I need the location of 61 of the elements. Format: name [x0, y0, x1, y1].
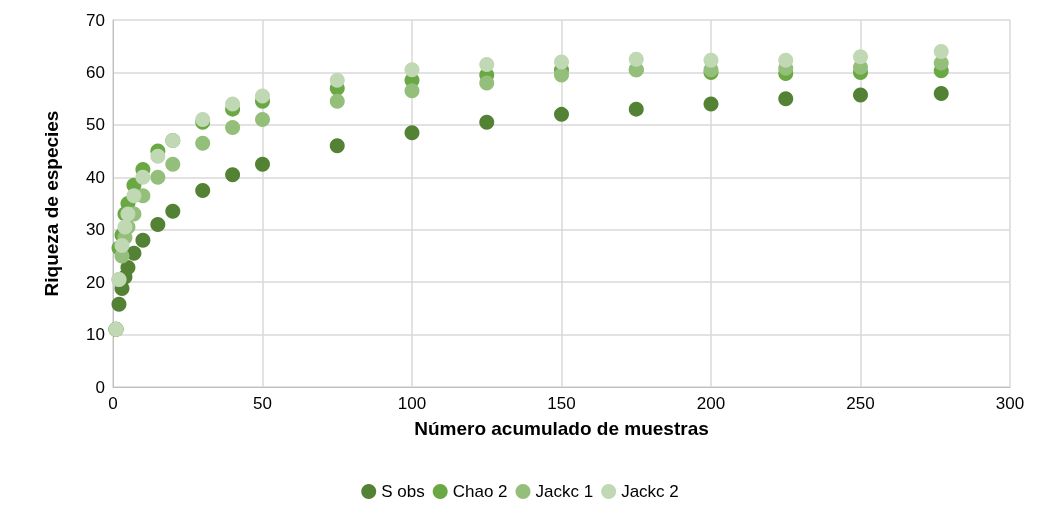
legend-label: S obs	[381, 482, 425, 501]
point	[150, 169, 166, 185]
y-tick-label: 50	[86, 115, 105, 135]
point	[255, 112, 270, 128]
point	[195, 135, 211, 151]
point	[165, 156, 181, 172]
x-tick-label: 200	[696, 394, 726, 413]
point	[225, 96, 241, 112]
point	[404, 125, 420, 141]
legend-label: Jackc 1	[535, 482, 594, 501]
point	[554, 54, 569, 70]
x-tick-label: 100	[397, 394, 427, 413]
point	[628, 51, 644, 67]
point	[329, 138, 345, 154]
point	[404, 83, 420, 99]
point	[554, 67, 569, 83]
point	[703, 52, 719, 68]
y-tick-label: 30	[86, 220, 105, 240]
x-tick-label: 150	[547, 394, 576, 413]
y-tick-label: 10	[86, 325, 105, 345]
point	[255, 88, 270, 104]
point	[479, 57, 495, 73]
point	[150, 216, 166, 232]
point	[165, 203, 181, 219]
point	[329, 93, 345, 109]
point	[933, 85, 949, 101]
point	[628, 101, 644, 117]
point	[225, 119, 241, 135]
y-tick-label: 20	[86, 272, 105, 292]
point	[778, 91, 794, 107]
point	[150, 148, 166, 164]
point	[554, 106, 569, 122]
point	[120, 259, 136, 275]
point	[126, 188, 142, 204]
x-tick-label: 0	[108, 394, 118, 413]
point	[225, 167, 241, 183]
x-tick-label: 250	[846, 394, 875, 413]
point	[933, 43, 949, 59]
point	[778, 52, 794, 68]
point	[479, 114, 495, 130]
y-tick-label: 40	[86, 167, 105, 187]
point	[329, 72, 345, 88]
y-tick-label: 70	[86, 10, 105, 30]
y-tick-label: 0	[95, 377, 105, 397]
x-tick-label: 300	[995, 394, 1025, 413]
point	[255, 156, 270, 172]
point	[111, 296, 127, 312]
point	[404, 62, 420, 78]
x-tick-label: 50	[253, 394, 272, 413]
legend-label: Chao 2	[452, 482, 508, 501]
y-tick-label: 60	[86, 62, 105, 82]
point	[853, 87, 868, 103]
point	[703, 96, 719, 112]
point	[479, 75, 495, 91]
point	[853, 49, 868, 65]
legend-label: Jackc 2	[621, 482, 679, 501]
point	[195, 182, 211, 198]
point	[135, 232, 151, 248]
point	[135, 169, 151, 185]
y-axis-title: Riqueza de especies	[41, 110, 62, 297]
x-axis-title: Número acumulado de muestras	[414, 418, 709, 439]
